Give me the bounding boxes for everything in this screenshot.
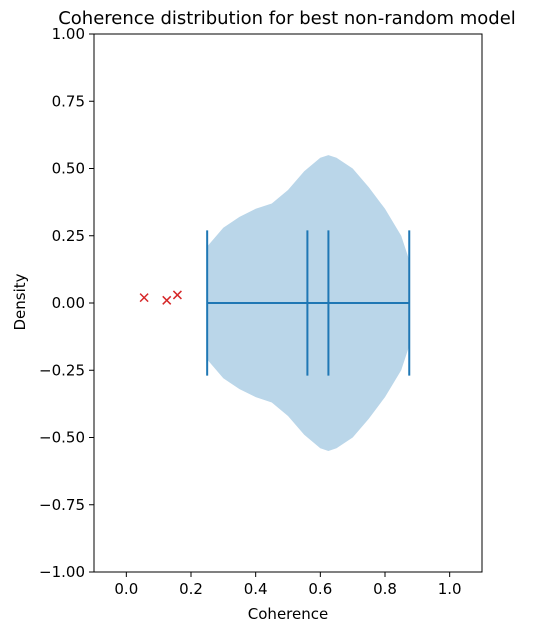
y-tick-label: 0.00 [52,294,85,312]
outlier-marker [139,293,149,303]
x-tick-label: 1.0 [438,580,462,598]
y-tick-label: 0.75 [52,92,85,110]
outlier-marker-stroke [139,293,149,303]
y-tick-label: −0.75 [39,496,85,514]
chart-title: Coherence distribution for best non-rand… [58,8,516,29]
y-tick-label: 1.00 [52,25,85,43]
x-tick-label: 0.6 [308,580,332,598]
y-tick-label: −0.25 [39,361,85,379]
y-tick-label: 0.50 [52,160,85,178]
x-axis-label: Coherence [248,605,328,623]
y-tick-label: 0.25 [52,227,85,245]
x-tick-label: 0.2 [179,580,203,598]
x-tick-label: 0.4 [244,580,268,598]
x-tick-label: 0.8 [373,580,397,598]
outlier-marker-stroke [162,295,172,305]
y-tick-label: −1.00 [39,563,85,581]
y-tick-label: −0.50 [39,429,85,447]
y-axis-label: Density [11,273,29,330]
x-tick-label: 0.0 [114,580,138,598]
outlier-marker [172,290,182,300]
outlier-marker [162,295,172,305]
outlier-marker-stroke [172,290,182,300]
